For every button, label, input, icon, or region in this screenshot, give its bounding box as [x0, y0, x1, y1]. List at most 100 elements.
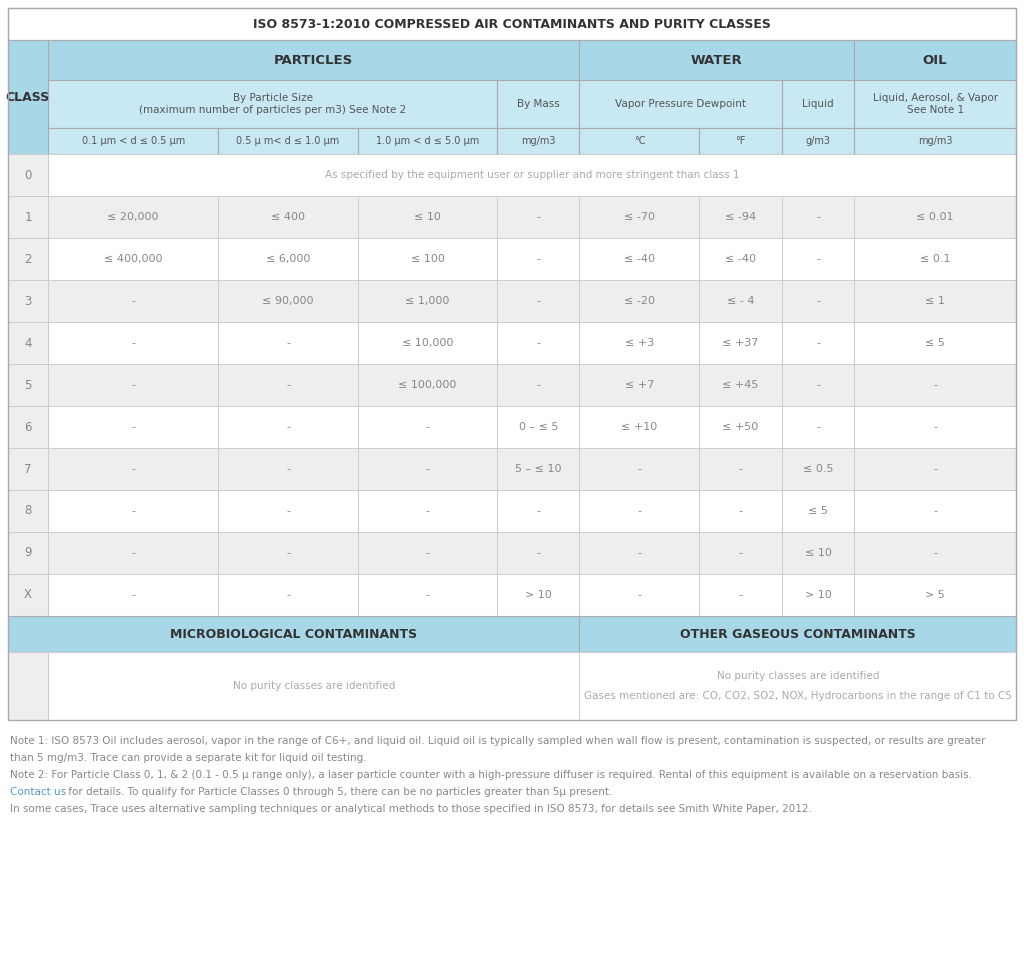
- Text: -: -: [933, 422, 937, 432]
- Text: -: -: [537, 380, 541, 390]
- Bar: [781, 406, 854, 448]
- Bar: [854, 238, 1016, 280]
- Bar: [699, 280, 781, 322]
- Text: ≤ 1,000: ≤ 1,000: [406, 296, 450, 306]
- Bar: [854, 532, 1016, 574]
- Text: Liquid: Liquid: [802, 99, 834, 109]
- Bar: [580, 128, 699, 154]
- Bar: [699, 532, 781, 574]
- Text: ≤ +10: ≤ +10: [622, 422, 657, 432]
- Bar: [580, 490, 699, 532]
- Bar: [781, 196, 854, 238]
- Text: ≤ -40: ≤ -40: [725, 254, 756, 264]
- Bar: [48, 40, 580, 80]
- Text: OIL: OIL: [923, 54, 947, 67]
- Text: -: -: [286, 590, 290, 600]
- Text: WATER: WATER: [691, 54, 742, 67]
- Bar: [580, 574, 699, 616]
- Bar: [357, 574, 498, 616]
- Text: -: -: [638, 590, 641, 600]
- Bar: [48, 196, 218, 238]
- Bar: [218, 490, 357, 532]
- Bar: [854, 128, 1016, 154]
- Text: As specified by the equipment user or supplier and more stringent than class 1: As specified by the equipment user or su…: [325, 170, 739, 180]
- Text: 4: 4: [25, 337, 32, 350]
- Bar: [699, 406, 781, 448]
- Text: ≤ 0.1: ≤ 0.1: [920, 254, 950, 264]
- Bar: [854, 448, 1016, 490]
- Bar: [854, 364, 1016, 406]
- Bar: [498, 80, 580, 128]
- Bar: [854, 574, 1016, 616]
- Text: Note 2: For Particle Class 0, 1, & 2 (0.1 - 0.5 μ range only), a laser particle : Note 2: For Particle Class 0, 1, & 2 (0.…: [10, 770, 972, 780]
- Text: ≤ 10: ≤ 10: [805, 548, 831, 558]
- Bar: [699, 238, 781, 280]
- Text: -: -: [933, 380, 937, 390]
- Text: °F: °F: [735, 136, 745, 146]
- Text: -: -: [425, 548, 429, 558]
- Text: ≤ 6,000: ≤ 6,000: [266, 254, 310, 264]
- Text: -: -: [816, 254, 820, 264]
- Text: -: -: [131, 548, 135, 558]
- Bar: [699, 490, 781, 532]
- Bar: [48, 448, 218, 490]
- Text: -: -: [638, 506, 641, 516]
- Bar: [580, 238, 699, 280]
- Text: -: -: [131, 464, 135, 474]
- Bar: [699, 128, 781, 154]
- Text: 0: 0: [25, 168, 32, 182]
- Bar: [8, 8, 1016, 40]
- Bar: [781, 364, 854, 406]
- Text: -: -: [738, 590, 742, 600]
- Text: -: -: [816, 338, 820, 348]
- Bar: [781, 574, 854, 616]
- Bar: [699, 448, 781, 490]
- Text: 1.0 μm < d ≤ 5.0 μm: 1.0 μm < d ≤ 5.0 μm: [376, 136, 479, 146]
- Text: ≤ 0.01: ≤ 0.01: [916, 212, 954, 222]
- Text: -: -: [816, 422, 820, 432]
- Text: 3: 3: [25, 294, 32, 308]
- Text: -: -: [425, 464, 429, 474]
- Text: PARTICLES: PARTICLES: [274, 54, 353, 67]
- Text: -: -: [738, 548, 742, 558]
- Text: -: -: [131, 422, 135, 432]
- Text: ≤ +3: ≤ +3: [625, 338, 654, 348]
- Text: Liquid, Aerosol, & Vapor
See Note 1: Liquid, Aerosol, & Vapor See Note 1: [872, 93, 997, 115]
- Text: 0.1 μm < d ≤ 0.5 μm: 0.1 μm < d ≤ 0.5 μm: [82, 136, 184, 146]
- Bar: [357, 364, 498, 406]
- Text: ≤ +45: ≤ +45: [722, 380, 759, 390]
- Bar: [8, 652, 48, 720]
- Bar: [781, 238, 854, 280]
- Bar: [699, 196, 781, 238]
- Bar: [48, 322, 218, 364]
- Bar: [8, 238, 48, 280]
- Text: No purity classes are identified: No purity classes are identified: [717, 671, 879, 681]
- Text: ≤ 10: ≤ 10: [414, 212, 441, 222]
- Text: ≤ 1: ≤ 1: [926, 296, 945, 306]
- Text: -: -: [537, 506, 541, 516]
- Bar: [48, 490, 218, 532]
- Text: -: -: [286, 338, 290, 348]
- Bar: [8, 574, 48, 616]
- Text: Note 1: ISO 8573 Oil includes aerosol, vapor in the range of C6+, and liquid oil: Note 1: ISO 8573 Oil includes aerosol, v…: [10, 736, 985, 746]
- Text: ≤ - 4: ≤ - 4: [727, 296, 755, 306]
- Bar: [498, 448, 580, 490]
- Bar: [8, 322, 48, 364]
- Bar: [218, 406, 357, 448]
- Text: 5 – ≤ 10: 5 – ≤ 10: [515, 464, 561, 474]
- Text: ≤ 400,000: ≤ 400,000: [103, 254, 163, 264]
- Bar: [854, 406, 1016, 448]
- Bar: [357, 280, 498, 322]
- Bar: [48, 406, 218, 448]
- Text: -: -: [425, 590, 429, 600]
- Text: g/m3: g/m3: [806, 136, 830, 146]
- Text: -: -: [738, 464, 742, 474]
- Text: ≤ +37: ≤ +37: [722, 338, 759, 348]
- Bar: [699, 322, 781, 364]
- Text: ≤ +7: ≤ +7: [625, 380, 654, 390]
- Text: -: -: [638, 464, 641, 474]
- Text: No purity classes are identified: No purity classes are identified: [232, 681, 395, 691]
- Bar: [48, 652, 580, 720]
- Text: Vapor Pressure Dewpoint: Vapor Pressure Dewpoint: [615, 99, 746, 109]
- Text: > 5: > 5: [926, 590, 945, 600]
